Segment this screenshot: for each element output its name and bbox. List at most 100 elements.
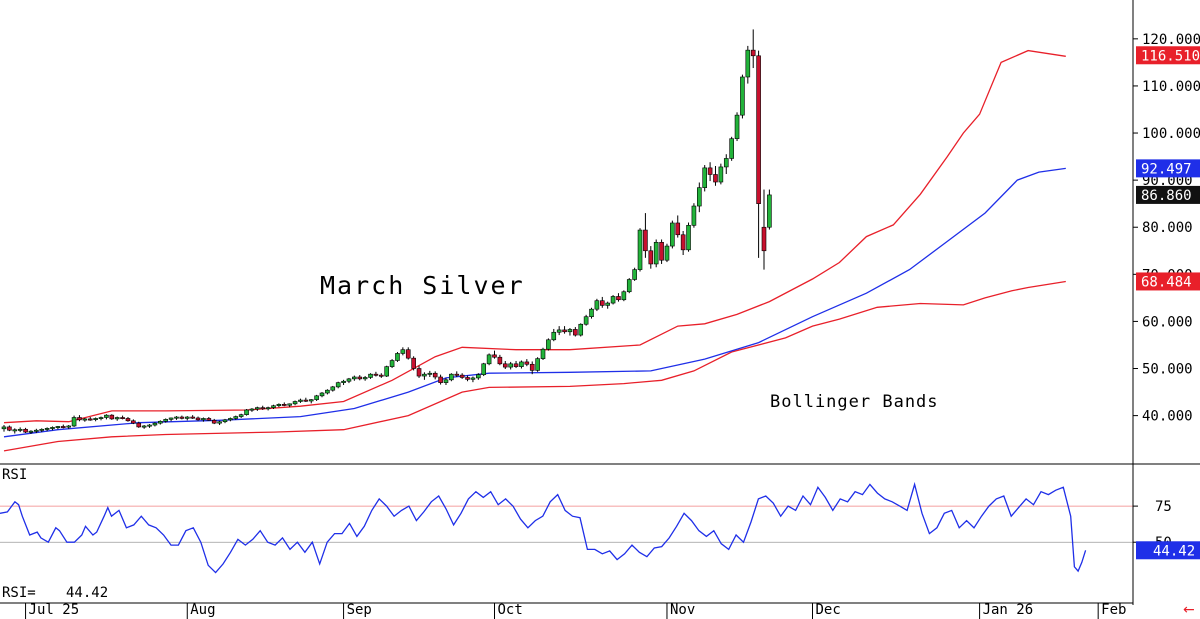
candle-body bbox=[519, 361, 524, 367]
candle-body bbox=[163, 419, 168, 422]
candle-body bbox=[524, 361, 530, 365]
candle-body bbox=[308, 399, 314, 402]
candle-body bbox=[459, 374, 465, 378]
candle-body bbox=[697, 187, 702, 207]
candle-body bbox=[573, 329, 578, 336]
candle-body bbox=[98, 417, 104, 419]
candle-body bbox=[260, 407, 266, 410]
candle-body bbox=[136, 422, 142, 428]
candle-body bbox=[319, 392, 325, 397]
candle-body bbox=[648, 250, 654, 265]
price-y-tick-label: 60.000 bbox=[1142, 314, 1193, 330]
candle-body bbox=[723, 158, 729, 168]
candle-body bbox=[465, 377, 470, 380]
price-tag-label: 92.497 bbox=[1141, 161, 1192, 177]
bollinger-annotation: Bollinger Bands bbox=[770, 392, 939, 412]
candle-body bbox=[750, 49, 756, 57]
chart-title: March Silver bbox=[320, 271, 525, 300]
candle-body bbox=[34, 429, 39, 432]
candle-body bbox=[562, 329, 567, 333]
candle-body bbox=[141, 425, 147, 428]
candle-body bbox=[104, 414, 109, 418]
candle-body bbox=[50, 427, 55, 429]
candle-body bbox=[594, 300, 600, 310]
candle-body bbox=[513, 363, 519, 367]
candle-body bbox=[405, 349, 411, 359]
candle-body bbox=[745, 49, 751, 78]
candle-body bbox=[718, 166, 724, 183]
rsi-readout-box bbox=[0, 583, 114, 601]
rsi-readout: RSI= 44.42 bbox=[0, 583, 114, 601]
candle-body bbox=[233, 416, 239, 419]
price-tag bbox=[1136, 46, 1200, 65]
candle-body bbox=[729, 138, 734, 159]
candle-body bbox=[422, 373, 427, 377]
candle-body bbox=[621, 291, 627, 301]
candle-body bbox=[583, 316, 589, 325]
price-tag-label: 116.510 bbox=[1141, 48, 1200, 64]
candle-body bbox=[206, 418, 212, 421]
candle-body bbox=[707, 167, 713, 175]
x-axis-label: Feb bbox=[1101, 602, 1126, 618]
candle-body bbox=[368, 373, 373, 378]
candle-body bbox=[670, 222, 675, 247]
candle-body bbox=[179, 416, 185, 419]
candle-body bbox=[217, 421, 222, 424]
candle-body bbox=[201, 418, 206, 421]
candle-body bbox=[28, 430, 34, 433]
candle-body bbox=[238, 414, 244, 417]
rsi-value-tag-label: 44.42 bbox=[1153, 543, 1195, 559]
candle-body bbox=[599, 300, 605, 306]
candle-body bbox=[702, 167, 708, 188]
candle-body bbox=[87, 418, 93, 421]
candle-body bbox=[271, 405, 276, 408]
candle-body bbox=[659, 241, 664, 261]
price-y-tick-label: 100.000 bbox=[1142, 126, 1200, 142]
candle-body bbox=[222, 419, 228, 423]
candle-body bbox=[60, 426, 66, 428]
candle-body bbox=[378, 374, 384, 377]
candle-body bbox=[756, 55, 761, 204]
candle-body bbox=[287, 403, 292, 406]
candle-body bbox=[637, 229, 643, 270]
candle-body bbox=[147, 424, 152, 427]
candle-body bbox=[616, 296, 621, 301]
candle-body bbox=[567, 329, 573, 333]
candle-body bbox=[734, 114, 740, 139]
price-tag bbox=[1136, 159, 1200, 178]
candle-body bbox=[17, 428, 23, 431]
candle-body bbox=[211, 420, 217, 424]
candle-body bbox=[454, 373, 460, 376]
price-y-tick-label: 40.000 bbox=[1142, 409, 1193, 425]
candle-body bbox=[120, 417, 125, 419]
candle-body bbox=[578, 323, 584, 336]
candle-body bbox=[249, 408, 255, 411]
scroll-arrow-icon[interactable]: ← bbox=[1183, 602, 1195, 618]
candle-body bbox=[55, 426, 61, 428]
candle-body bbox=[195, 417, 201, 421]
candle-body bbox=[255, 407, 260, 410]
candle-body bbox=[713, 174, 718, 183]
candle-body bbox=[400, 349, 406, 354]
rsi-panel-title: RSI bbox=[2, 467, 27, 483]
bollinger-lower-band bbox=[3, 280, 1066, 452]
rsi-panel: 755044.42 bbox=[0, 481, 1200, 574]
candle-body bbox=[276, 404, 282, 407]
candle-body bbox=[492, 354, 497, 358]
price-y-tick-label: 120.000 bbox=[1142, 32, 1200, 48]
candle-body bbox=[589, 308, 594, 318]
price-tags: 116.510 92.497 86.860 68.484 bbox=[1136, 46, 1200, 291]
candle-body bbox=[228, 418, 233, 421]
price-tag bbox=[1136, 272, 1200, 291]
x-axis-label: Nov bbox=[670, 602, 695, 618]
candle-body bbox=[352, 376, 357, 380]
candle-body bbox=[39, 428, 45, 431]
candle-body bbox=[298, 399, 303, 402]
candle-body bbox=[767, 194, 772, 228]
candle-body bbox=[664, 245, 670, 261]
candle-body bbox=[44, 428, 50, 430]
candle-body bbox=[184, 416, 190, 419]
candle-body bbox=[438, 376, 443, 383]
price-y-tick-label: 110.000 bbox=[1142, 79, 1200, 95]
candle-body bbox=[330, 386, 336, 391]
